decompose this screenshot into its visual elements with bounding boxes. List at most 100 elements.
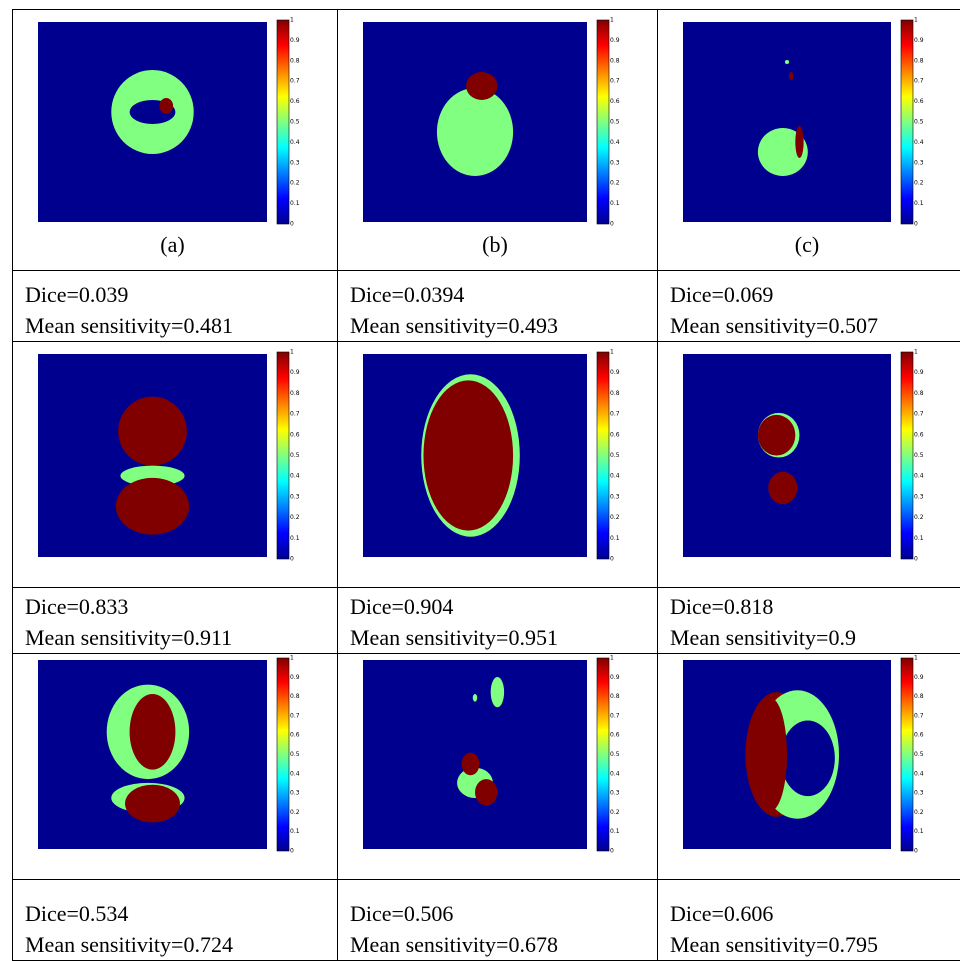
dice: Dice=0.833: [25, 591, 337, 622]
colorbar-tick-label: 0.5: [290, 119, 300, 126]
colorbar-tick-label: 0: [290, 221, 294, 228]
colorbar-tick-label: 0.7: [610, 411, 620, 418]
colorbar-tick-label: 0.5: [914, 751, 924, 758]
colorbar-tick-label: 0.9: [290, 674, 300, 681]
dice: Dice=0.606: [670, 898, 960, 929]
colorbar-tick-label: 0.6: [290, 98, 300, 105]
colorbar-tick-label: 0.7: [290, 78, 300, 85]
colorbar: [597, 658, 609, 851]
colorbar-tick-label: 0.7: [290, 411, 300, 418]
region: [475, 779, 497, 805]
caption: (a): [160, 232, 184, 257]
colorbar-tick-label: 0.9: [610, 369, 620, 376]
colorbar-tick-label: 0: [290, 556, 294, 563]
colorbar-tick-label: 0.8: [290, 57, 300, 64]
region: [789, 72, 793, 80]
dice: Dice=0.039: [25, 279, 337, 310]
colorbar-tick-label: 0: [914, 221, 918, 228]
colorbar-tick-label: 0: [290, 848, 294, 855]
colorbar-tick-label: 0.3: [610, 493, 620, 500]
region: [758, 415, 795, 456]
colorbar-tick-label: 0.3: [610, 159, 620, 166]
colorbar-tick-label: 0.1: [610, 828, 620, 835]
colorbar-tick-label: 0.1: [610, 200, 620, 207]
region: [781, 720, 835, 796]
sensitivity: Mean sensitivity=0.9: [670, 622, 960, 653]
heatmap: 00.10.20.30.40.50.60.70.80.91: [13, 342, 337, 587]
colorbar-tick-label: 0.1: [290, 535, 300, 542]
colorbar-tick-label: 0.9: [914, 674, 924, 681]
region: [118, 397, 187, 466]
region: [473, 694, 477, 702]
colorbar-tick-label: 0.4: [914, 139, 924, 146]
colorbar-tick-label: 0.1: [610, 535, 620, 542]
colorbar-tick-label: 1: [914, 349, 918, 356]
colorbar-tick-label: 0.1: [290, 828, 300, 835]
colorbar: [597, 352, 609, 559]
colorbar-tick-label: 0: [914, 848, 918, 855]
region: [795, 126, 803, 158]
colorbar-tick-label: 0.2: [290, 180, 300, 187]
colorbar-tick-label: 0: [610, 221, 614, 228]
colorbar-tick-label: 1: [914, 17, 918, 24]
colorbar-tick-label: 0.5: [914, 452, 924, 459]
heatmap: 00.10.20.30.40.50.60.70.80.91: [658, 654, 960, 879]
colorbar: [901, 20, 913, 224]
colorbar: [277, 658, 289, 851]
region: [423, 380, 513, 530]
sensitivity: Mean sensitivity=0.678: [350, 929, 657, 960]
colorbar-tick-label: 0.4: [290, 473, 300, 480]
colorbar-tick-label: 0.6: [914, 732, 924, 739]
colorbar-tick-label: 0.2: [610, 809, 620, 816]
heatmap: 00.10.20.30.40.50.60.70.80.91(a): [13, 10, 337, 270]
sensitivity: Mean sensitivity=0.481: [25, 310, 337, 341]
sensitivity: Mean sensitivity=0.795: [670, 929, 960, 960]
colorbar-tick-label: 0.4: [290, 770, 300, 777]
heatmap: 00.10.20.30.40.50.60.70.80.91(b): [338, 10, 657, 270]
dice: Dice=0.904: [350, 591, 657, 622]
colorbar-tick-label: 0.8: [290, 390, 300, 397]
colorbar-tick-label: 0.8: [914, 390, 924, 397]
colorbar: [901, 658, 913, 851]
colorbar-tick-label: 1: [610, 655, 614, 662]
colorbar-tick-label: 0.6: [914, 98, 924, 105]
colorbar: [277, 352, 289, 559]
colorbar-tick-label: 1: [610, 17, 614, 24]
colorbar-tick-label: 0.3: [290, 493, 300, 500]
region: [768, 472, 797, 504]
region: [785, 60, 789, 64]
colorbar-tick-label: 0.7: [914, 411, 924, 418]
colorbar-tick-label: 1: [290, 349, 294, 356]
sensitivity: Mean sensitivity=0.911: [25, 622, 337, 653]
region: [130, 694, 176, 770]
heatmap: 00.10.20.30.40.50.60.70.80.91: [13, 654, 337, 879]
colorbar-tick-label: 0.5: [290, 452, 300, 459]
caption: (b): [482, 232, 508, 257]
colorbar-tick-label: 0.9: [914, 369, 924, 376]
colorbar-tick-label: 0.3: [914, 493, 924, 500]
colorbar-tick-label: 0.6: [290, 431, 300, 438]
colorbar-tick-label: 0.2: [914, 514, 924, 521]
colorbar-tick-label: 0.3: [914, 790, 924, 797]
region: [125, 785, 180, 823]
colorbar-tick-label: 0.8: [610, 693, 620, 700]
sensitivity: Mean sensitivity=0.951: [350, 622, 657, 653]
colorbar-tick-label: 0.3: [610, 790, 620, 797]
colorbar-tick-label: 0: [610, 848, 614, 855]
colorbar-tick-label: 0.7: [610, 78, 620, 85]
heatmap: 00.10.20.30.40.50.60.70.80.91(c): [658, 10, 960, 270]
colorbar-tick-label: 0.6: [914, 431, 924, 438]
colorbar-tick-label: 0.8: [290, 693, 300, 700]
